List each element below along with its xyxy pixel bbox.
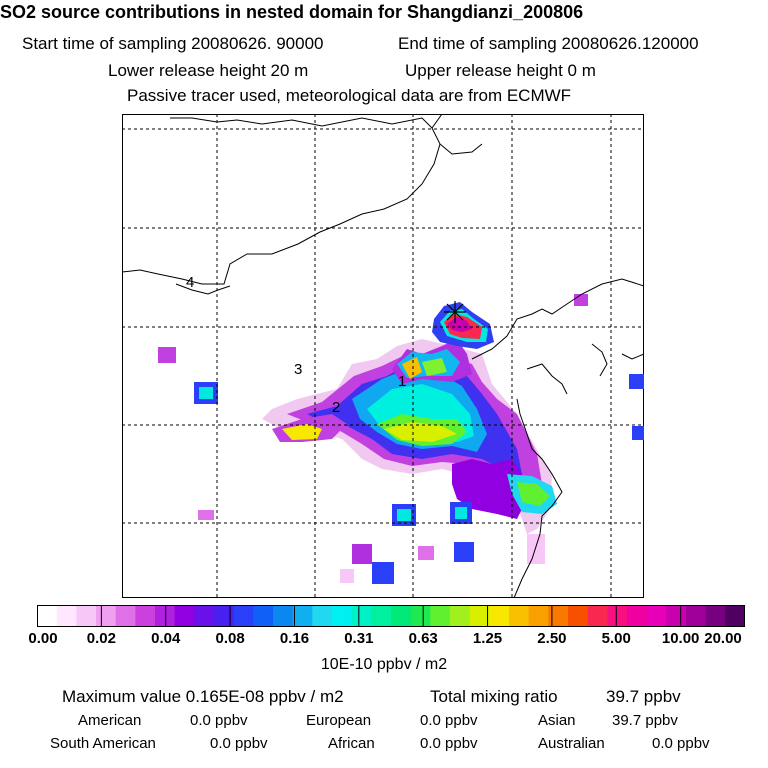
concentration-field xyxy=(158,294,644,584)
total-mixing-value: 39.7 ppbv xyxy=(606,687,681,706)
legend-swatch xyxy=(174,605,195,627)
color-legend-bar xyxy=(37,605,745,627)
legend-swatch xyxy=(528,605,549,627)
legend-swatch xyxy=(332,605,353,627)
star-icon xyxy=(444,301,466,323)
legend-tick-label: 0.63 xyxy=(408,630,438,647)
legend-swatch xyxy=(489,605,510,627)
legend-swatch xyxy=(410,605,431,627)
legend-swatch xyxy=(607,605,628,627)
legend-swatch xyxy=(253,605,274,627)
tracer-note: Passive tracer used, meteorological data… xyxy=(127,86,572,105)
south-american-value: 0.0 ppbv xyxy=(210,735,268,752)
legend-tick-label: 0.16 xyxy=(279,630,310,647)
lower-height-label: Lower release height 20 m xyxy=(108,61,309,80)
european-label: European xyxy=(306,712,372,729)
upper-height-label: Upper release height 0 m xyxy=(405,61,596,80)
legend-swatch xyxy=(194,605,215,627)
legend-tick-label: 0.04 xyxy=(151,630,181,647)
legend-tick-label: 0.08 xyxy=(215,630,245,647)
legend-tick-label: 0.02 xyxy=(86,630,116,647)
australian-value: 0.0 ppbv xyxy=(652,735,710,752)
start-time-label: Start time of sampling 20080626. 90000 xyxy=(22,34,324,53)
asian-label: Asian xyxy=(538,712,576,729)
australian-label: Australian xyxy=(538,735,605,752)
legend-swatch xyxy=(351,605,372,627)
south-american-label: South American xyxy=(50,735,156,752)
legend-tick-label: 5.00 xyxy=(601,630,631,647)
american-value: 0.0 ppbv xyxy=(190,712,248,729)
legend-swatch xyxy=(391,605,412,627)
legend-swatch xyxy=(135,605,156,627)
region-label-4: 4 xyxy=(186,274,194,291)
map-panel: 1 2 3 4 xyxy=(122,114,644,598)
legend-swatch xyxy=(627,605,648,627)
legend-swatch xyxy=(214,605,235,627)
legend-tick-label: 0.31 xyxy=(344,630,374,647)
legend-swatch xyxy=(509,605,530,627)
end-time-label: End time of sampling 20080626.120000 xyxy=(398,34,699,53)
legend-units: 10E-10 ppbv / m2 xyxy=(320,656,448,673)
legend-swatch xyxy=(37,605,58,627)
legend-swatch xyxy=(548,605,569,627)
region-label-2: 2 xyxy=(332,399,340,416)
legend-swatch xyxy=(96,605,117,627)
asian-value: 39.7 ppbv xyxy=(612,712,678,729)
legend-swatch xyxy=(56,605,77,627)
legend-swatch xyxy=(725,605,745,627)
legend-swatch xyxy=(76,605,97,627)
legend-swatch xyxy=(115,605,136,627)
legend-tick-label: 10.00 xyxy=(661,630,700,647)
african-value: 0.0 ppbv xyxy=(420,735,478,752)
legend-tick-label: 2.50 xyxy=(537,630,567,647)
legend-frame xyxy=(37,605,745,627)
american-label: American xyxy=(78,712,142,729)
legend-tick-label: 0.00 xyxy=(28,630,58,647)
legend-swatch xyxy=(430,605,451,627)
border-line-4 xyxy=(175,283,231,295)
legend-tick-label: 1.25 xyxy=(472,630,503,647)
legend-swatch xyxy=(233,605,254,627)
total-mixing-label: Total mixing ratio xyxy=(430,687,558,706)
legend-swatch xyxy=(666,605,687,627)
legend-swatch xyxy=(312,605,333,627)
legend-swatch xyxy=(450,605,471,627)
legend-swatch xyxy=(469,605,490,627)
legend-swatch xyxy=(686,605,707,627)
legend-swatch xyxy=(587,605,608,627)
max-value-label: Maximum value 0.165E-08 ppbv / m2 xyxy=(62,687,344,706)
legend-swatch xyxy=(155,605,176,627)
map-title: SO2 source contributions in nested domai… xyxy=(0,2,584,22)
legend-swatch xyxy=(292,605,313,627)
legend-swatch xyxy=(646,605,667,627)
region-label-1: 1 xyxy=(398,373,406,390)
legend-swatch xyxy=(371,605,392,627)
region-label-3: 3 xyxy=(294,361,302,378)
legend-swatch xyxy=(273,605,294,627)
legend-tick-label: 20.00 xyxy=(704,630,742,647)
legend-swatch xyxy=(568,605,589,627)
european-value: 0.0 ppbv xyxy=(420,712,478,729)
african-label: African xyxy=(328,735,375,752)
legend-swatch xyxy=(705,605,726,627)
